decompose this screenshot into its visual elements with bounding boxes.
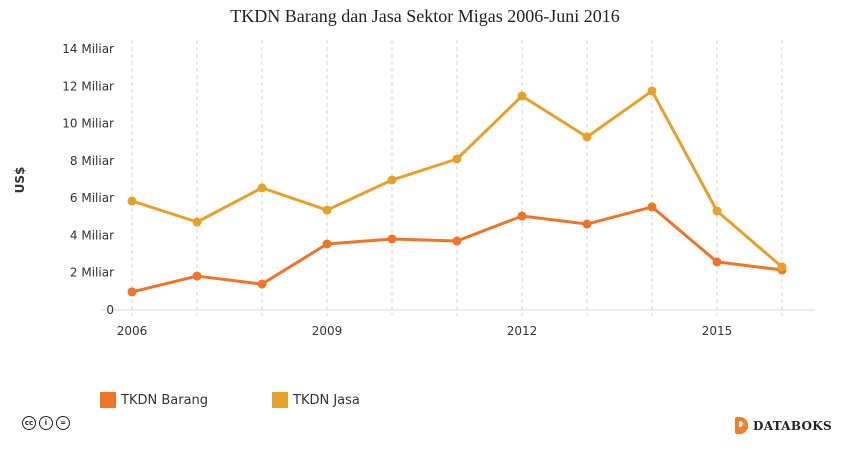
data-point[interactable] <box>452 236 462 246</box>
cc-icon: cc <box>22 416 36 430</box>
legend-swatch-barang <box>100 392 116 408</box>
data-point[interactable] <box>517 91 527 101</box>
data-point[interactable] <box>452 154 462 164</box>
chart-title: TKDN Barang dan Jasa Sektor Migas 2006-J… <box>230 6 620 26</box>
data-point[interactable] <box>257 279 267 289</box>
legend-swatch-jasa <box>272 392 288 408</box>
data-point[interactable] <box>777 262 787 272</box>
data-point[interactable] <box>127 196 137 206</box>
data-point[interactable] <box>387 175 397 185</box>
data-point[interactable] <box>517 211 527 221</box>
x-tick-label: 2015 <box>702 324 733 338</box>
data-point[interactable] <box>582 132 592 142</box>
y-tick-label: 2 Miliar <box>70 266 114 280</box>
x-tick-label: 2012 <box>507 324 538 338</box>
x-tick-label: 2009 <box>312 324 343 338</box>
y-tick-label: 4 Miliar <box>70 228 114 242</box>
databoks-brand: DATABOKS <box>735 417 832 434</box>
y-tick-label: 10 Miliar <box>62 117 114 131</box>
data-point[interactable] <box>322 239 332 249</box>
license-icons[interactable]: cc i = <box>22 416 70 430</box>
y-tick-label: 12 Miliar <box>62 79 114 93</box>
data-point[interactable] <box>647 86 657 96</box>
attribution-icon: i <box>39 416 53 430</box>
line-chart: 0 2 Miliar 4 Miliar 6 Miliar 8 Miliar 10 Mili… <box>13 40 815 338</box>
y-tick-label: 8 Miliar <box>70 154 114 168</box>
data-point[interactable] <box>582 219 592 229</box>
legend-item-barang[interactable]: TKDN Barang <box>100 392 272 408</box>
y-tick-label: 6 Miliar <box>70 191 114 205</box>
data-point[interactable] <box>127 287 137 297</box>
data-point[interactable] <box>712 206 722 216</box>
data-point[interactable] <box>647 202 657 212</box>
legend-item-jasa[interactable]: TKDN Jasa <box>272 392 360 408</box>
data-point[interactable] <box>257 183 267 193</box>
y-tick-label: 14 Miliar <box>62 42 114 56</box>
legend-label-jasa: TKDN Jasa <box>293 392 360 408</box>
legend: TKDN Barang TKDN Jasa <box>100 392 360 408</box>
data-point[interactable] <box>712 257 722 267</box>
brand-name: DATABOKS <box>753 418 832 433</box>
legend-label-barang: TKDN Barang <box>121 392 209 408</box>
databoks-logo-icon <box>735 417 749 434</box>
y-tick-label: 0 <box>106 303 114 317</box>
y-axis-title: US$ <box>13 167 27 194</box>
data-point[interactable] <box>322 205 332 215</box>
data-point[interactable] <box>192 217 202 227</box>
data-point[interactable] <box>192 271 202 281</box>
no-derivatives-icon: = <box>56 416 70 430</box>
x-tick-label: 2006 <box>117 324 148 338</box>
data-point[interactable] <box>387 234 397 244</box>
